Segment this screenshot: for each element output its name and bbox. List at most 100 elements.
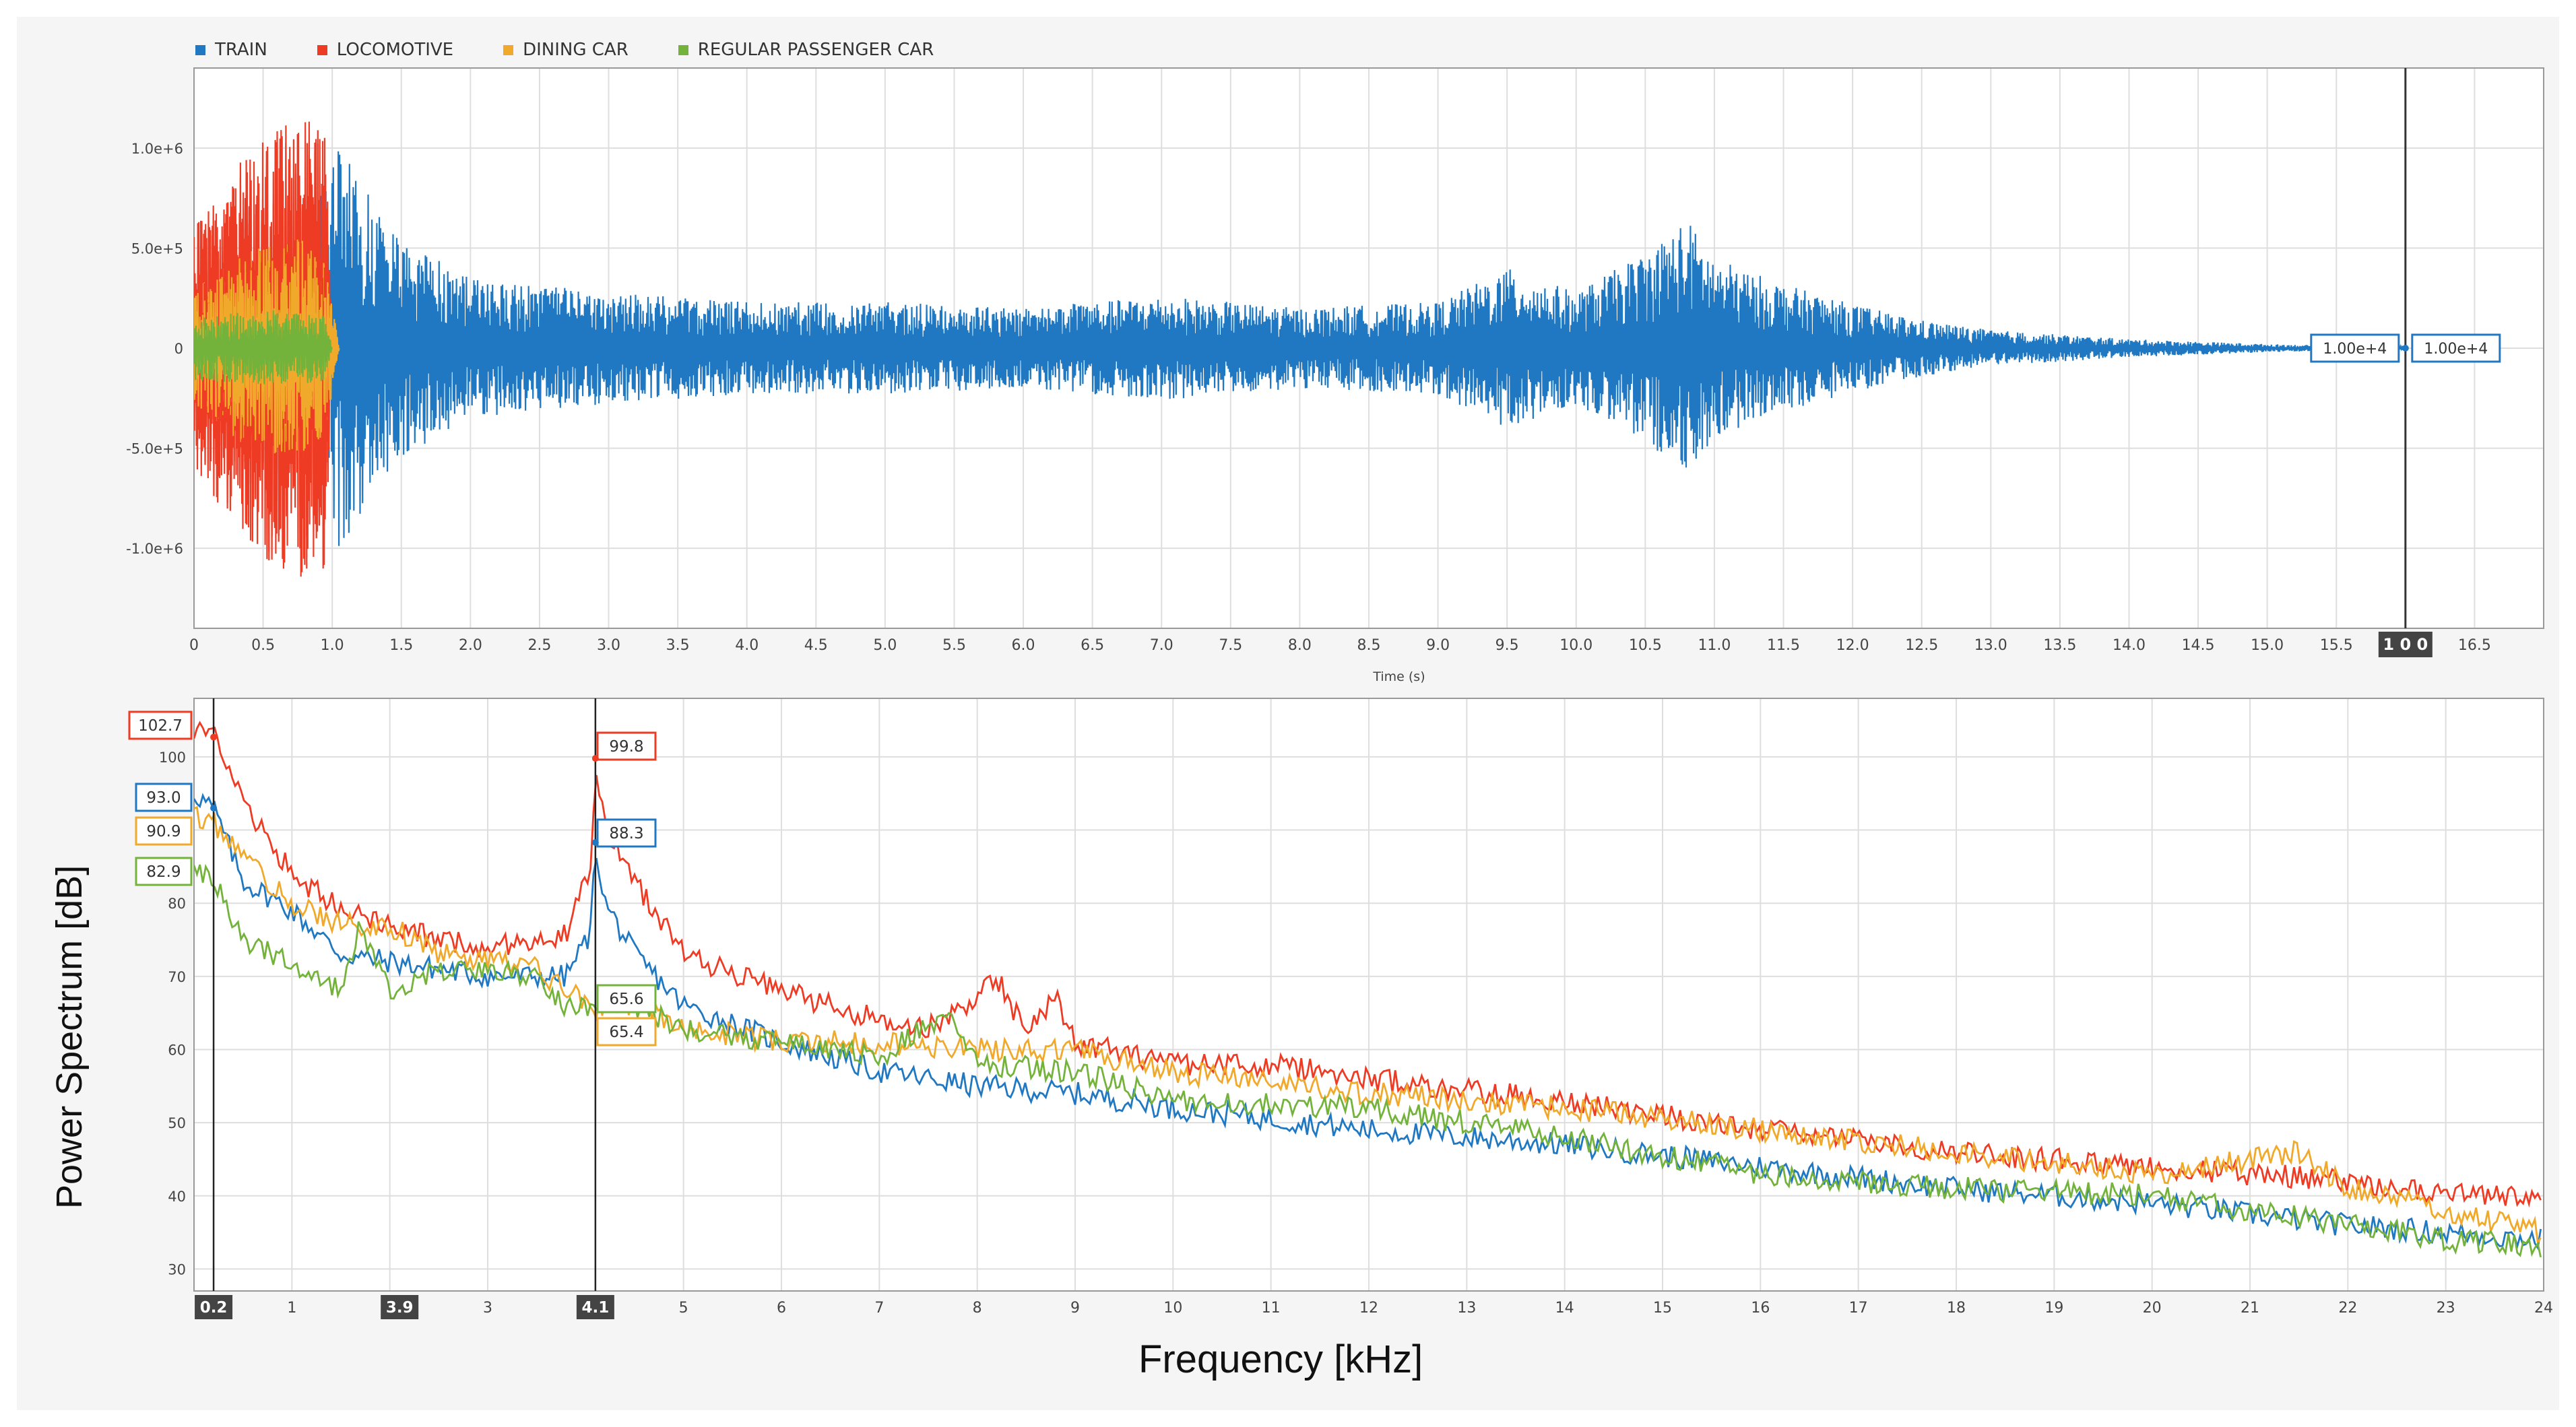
freq-x-tick-label: 22 xyxy=(2338,1300,2357,1317)
freq-x-tick-label: 5 xyxy=(679,1300,688,1317)
freq-cursor-badge xyxy=(576,1295,614,1319)
time-cursor-badge xyxy=(2378,632,2433,657)
time-x-tick-label: 4.5 xyxy=(804,637,828,654)
legend: TRAIN LOCOMOTIVE DINING CAR REGULAR PASS… xyxy=(195,35,984,65)
freq-x-tick-label: 16 xyxy=(1751,1300,1770,1317)
freq-readout-right-train: 88.3 xyxy=(609,825,643,842)
time-x-tick-label: 0.5 xyxy=(251,637,275,654)
freq-series-dining-car xyxy=(194,805,2542,1246)
time-x-tick-label: 13.5 xyxy=(2043,637,2076,654)
legend-label-train: TRAIN xyxy=(215,40,267,60)
freq-x-tick-label: 23 xyxy=(2437,1300,2455,1317)
freq-y-tick-label: 70 xyxy=(168,969,186,985)
time-x-tick-label: 2.5 xyxy=(527,637,551,654)
time-readout-box-right xyxy=(2411,333,2501,363)
freq-x-tick-label: 3 xyxy=(483,1300,492,1317)
freq-readout-right-dining-car: 65.4 xyxy=(609,1024,643,1041)
time-x-tick-label: 1.0 xyxy=(321,637,344,654)
time-x-tick-label: 15.0 xyxy=(2251,637,2284,654)
freq-x-tick-label: 1 xyxy=(287,1300,296,1317)
freq-readout-left-dining-car-box xyxy=(135,816,193,846)
freq-cursor-marker xyxy=(591,839,599,847)
freq-cursor-badge xyxy=(195,1295,233,1319)
power-axis-title: Power Spectrum [dB] xyxy=(49,865,90,1209)
freq-x-tick-label: 9 xyxy=(1070,1300,1080,1317)
freq-x-tick-label: 7 xyxy=(874,1300,884,1317)
time-cursor-marker xyxy=(2402,345,2409,352)
time-x-tick-label: 3.0 xyxy=(597,637,620,654)
freq-x-tick-label: 20 xyxy=(2143,1300,2162,1317)
legend-item-regular-passenger-car[interactable]: REGULAR PASSENGER CAR xyxy=(678,40,934,60)
freq-cursor-marker xyxy=(210,733,218,741)
freq-x-tick-label: 17 xyxy=(1849,1300,1868,1317)
freq-x-tick-label: 21 xyxy=(2241,1300,2259,1317)
legend-label-locomotive: LOCOMOTIVE xyxy=(336,40,454,60)
freq-cursor-marker xyxy=(210,804,218,811)
legend-item-dining-car[interactable]: DINING CAR xyxy=(503,40,629,60)
freq-series-regular-passenger-car xyxy=(194,863,2542,1258)
freq-series-train xyxy=(194,793,2542,1251)
time-y-tick-label: 1.0e+6 xyxy=(131,141,183,157)
freq-readout-right-train-box xyxy=(596,818,657,848)
legend-swatch-train xyxy=(195,44,205,55)
freq-y-tick-label: 40 xyxy=(168,1189,186,1205)
time-x-tick-label: 0 xyxy=(189,637,199,654)
legend-item-train[interactable]: TRAIN xyxy=(195,40,267,60)
freq-readout-left-locomotive: 102.7 xyxy=(138,717,183,735)
time-x-tick-label: 2.0 xyxy=(459,637,482,654)
time-x-tick-label: 12.0 xyxy=(1836,637,1869,654)
time-readout-right: 1.00e+4 xyxy=(2424,341,2488,358)
freq-cursor-badge-label: 0.2 xyxy=(200,1299,228,1317)
time-x-tick-label: 5.5 xyxy=(942,637,966,654)
freq-readout-right-passenger-car: 65.6 xyxy=(609,991,643,1008)
time-x-tick-label: 11.0 xyxy=(1698,637,1731,654)
freq-x-tick-label: 10 xyxy=(1163,1300,1182,1317)
time-x-tick-label: 8.5 xyxy=(1357,637,1381,654)
freq-readout-left-locomotive-box xyxy=(128,710,193,740)
time-x-tick-label: 14.5 xyxy=(2182,637,2215,654)
time-x-tick-label: 10.0 xyxy=(1559,637,1592,654)
time-x-tick-label: 16.5 xyxy=(2458,637,2491,654)
freq-readout-right-dining-car-box xyxy=(596,1017,657,1047)
time-x-tick-label: 1.5 xyxy=(389,637,413,654)
freq-plot-border xyxy=(193,698,2544,1292)
legend-swatch-regular-passenger-car xyxy=(678,44,688,55)
time-y-tick-label: 5.0e+5 xyxy=(131,240,183,257)
time-x-tick-label: 5.0 xyxy=(873,637,897,654)
freq-series-locomotive xyxy=(194,721,2542,1208)
freq-y-tick-label: 50 xyxy=(168,1115,186,1131)
time-series-regular-passenger-car-overlay xyxy=(194,310,333,385)
time-cursor-badge-label: 1 0 0 xyxy=(2383,635,2428,654)
time-chart[interactable]: 0 0.5 1.0 1.5 2.0 2.5 3.0 3.5 4.0 4.5 5.0 5.5 6.0 6.5… xyxy=(126,67,2544,684)
time-series-train xyxy=(194,151,2406,546)
time-x-tick-label: 6.0 xyxy=(1012,637,1035,654)
freq-y-tick-label: 80 xyxy=(168,896,186,912)
freq-x-tick-label: 12 xyxy=(1359,1300,1378,1317)
legend-item-locomotive[interactable]: LOCOMOTIVE xyxy=(317,40,453,60)
legend-swatch-locomotive xyxy=(317,44,327,55)
time-x-tick-label: 7.0 xyxy=(1150,637,1173,654)
time-axis-title: Time (s) xyxy=(1372,669,1425,684)
legend-label-dining-car: DINING CAR xyxy=(523,40,629,60)
time-x-tick-label: 10.5 xyxy=(1629,637,1662,654)
freq-x-tick-label: 15 xyxy=(1653,1300,1672,1317)
time-x-tick-label: 9.5 xyxy=(1495,637,1519,654)
freq-x-tick-label: 14 xyxy=(1555,1300,1574,1317)
freq-y-tick-label: 30 xyxy=(168,1261,186,1277)
freq-readout-left-train: 93.0 xyxy=(146,789,181,807)
frequency-chart[interactable]: 1235678910111213141516171819202122232430… xyxy=(128,698,2553,1319)
time-readout-box-left xyxy=(2310,333,2400,363)
freq-highlight-badge-label: 3.9 xyxy=(386,1299,414,1317)
freq-readout-left-passenger-car: 82.9 xyxy=(146,863,181,881)
time-y-tick-label: 0 xyxy=(174,341,183,357)
freq-cursor-marker xyxy=(591,755,599,762)
time-y-tick-label: -1.0e+6 xyxy=(126,541,183,557)
time-x-tick-label: 14.0 xyxy=(2113,637,2146,654)
time-readout-left: 1.00e+4 xyxy=(2323,341,2387,358)
time-y-tick-label: -5.0e+5 xyxy=(126,441,183,457)
freq-readout-left-passenger-car-box xyxy=(135,857,193,886)
time-x-tick-label: 6.5 xyxy=(1081,637,1104,654)
time-x-tick-label: 8.0 xyxy=(1288,637,1312,654)
time-x-tick-label: 12.5 xyxy=(1905,637,1938,654)
